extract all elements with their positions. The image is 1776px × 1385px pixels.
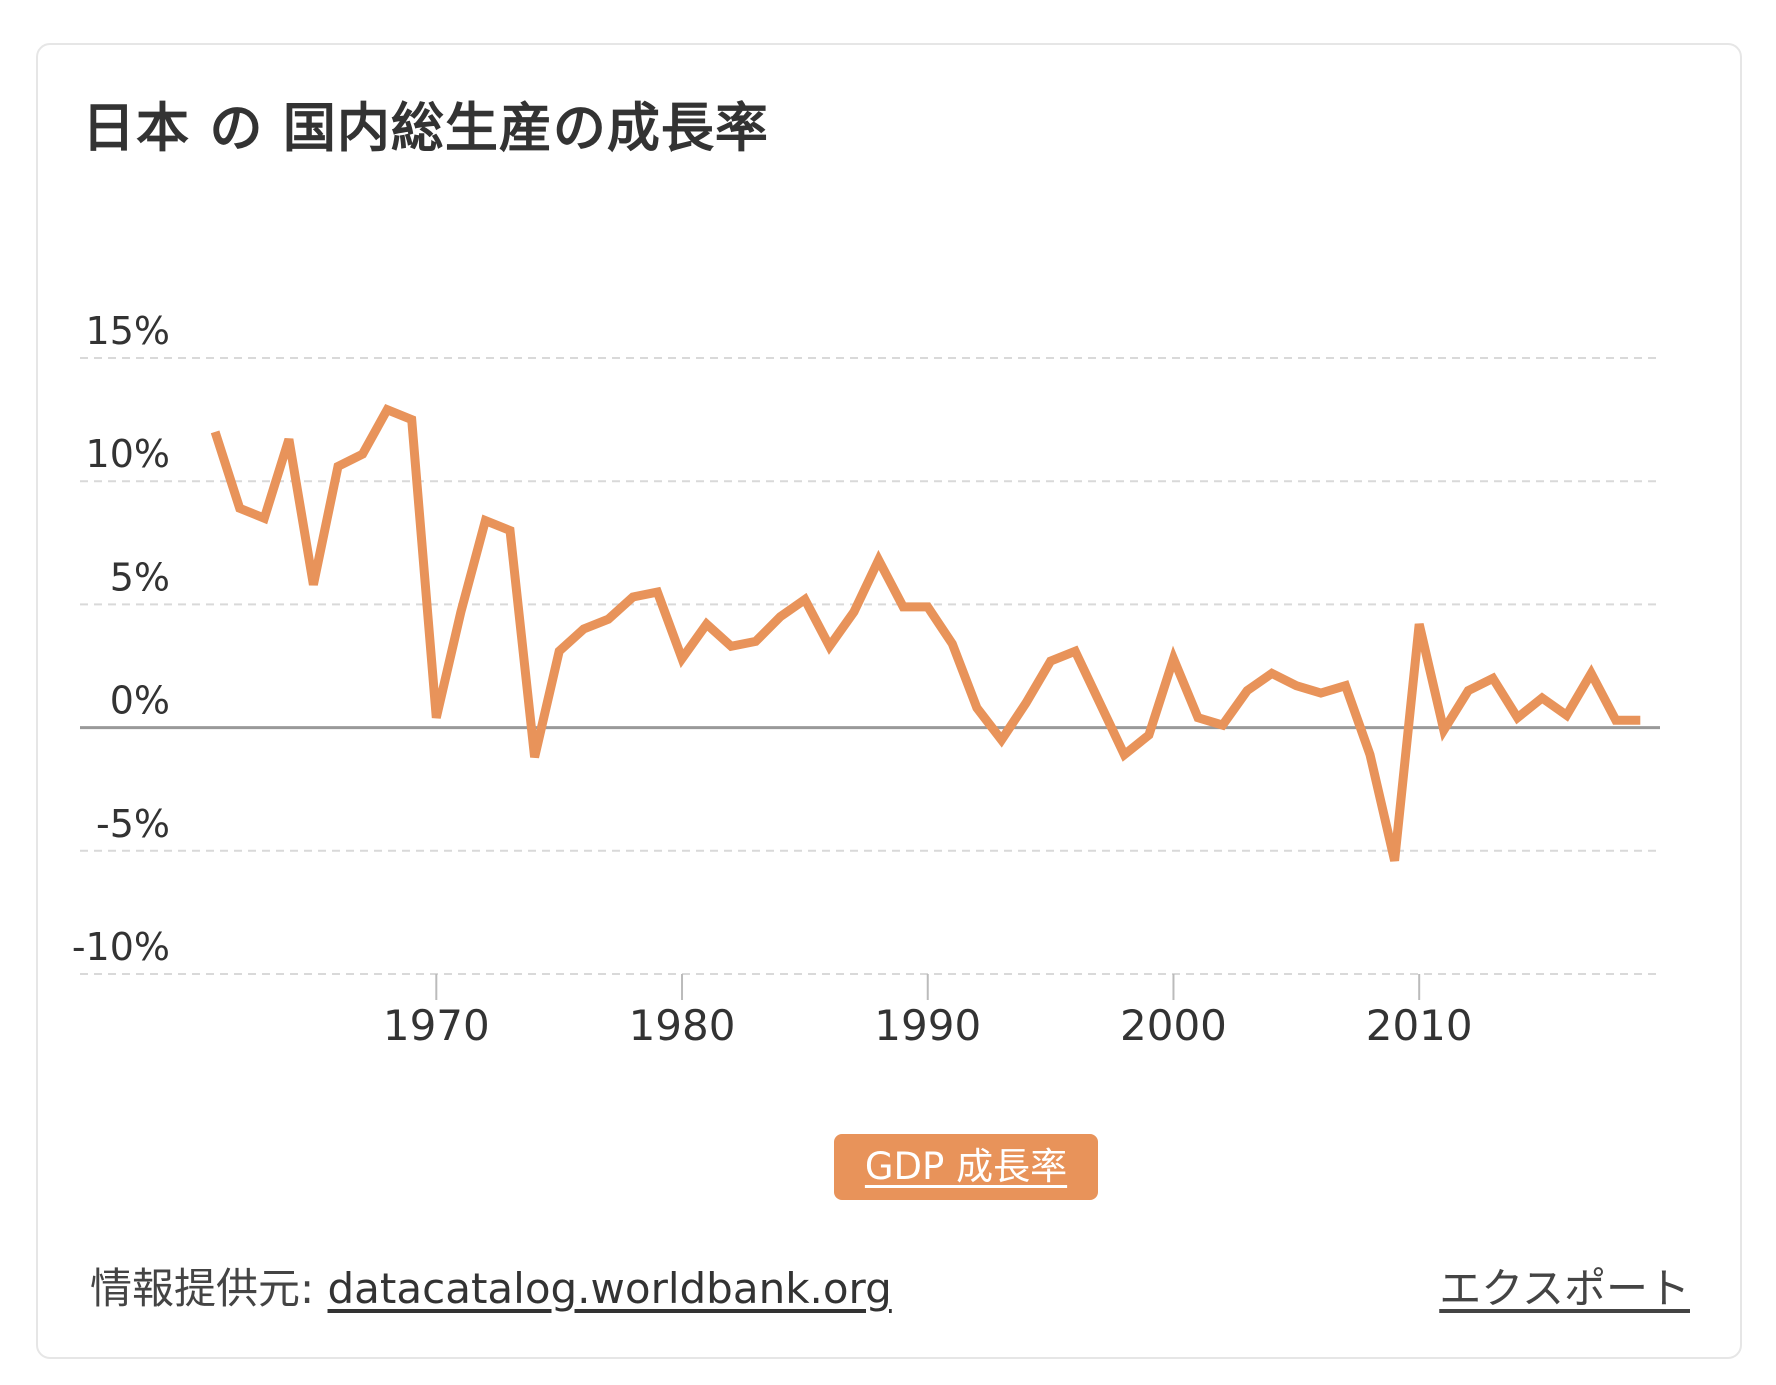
data-point[interactable] [479,515,491,527]
data-point[interactable] [1536,692,1548,704]
data-point[interactable] [725,640,737,652]
data-point[interactable] [1438,724,1450,736]
data-point[interactable] [578,623,590,635]
data-point[interactable] [283,433,295,445]
data-point[interactable] [627,591,639,603]
series-line-gdp-growth [210,404,1641,862]
data-point[interactable] [1315,687,1327,699]
data-point[interactable] [1143,729,1155,741]
data-point[interactable] [602,613,614,625]
data-point[interactable] [1487,672,1499,684]
data-point[interactable] [1389,855,1401,867]
data-point[interactable] [1094,697,1106,709]
data-point[interactable] [848,606,860,618]
data-point[interactable] [750,635,762,647]
source-link[interactable]: datacatalog.worldbank.org [327,1264,892,1313]
data-point[interactable] [701,618,713,630]
data-point[interactable] [1266,667,1278,679]
data-point[interactable] [1217,719,1229,731]
data-point[interactable] [258,512,270,524]
data-point[interactable] [553,645,565,657]
chart-title: 日本 の 国内総生産の成長率 [82,98,769,159]
data-point[interactable] [1462,685,1474,697]
x-tick-label: 1970 [383,1001,490,1050]
x-tick-label: 1990 [874,1001,981,1050]
data-point[interactable] [1167,653,1179,665]
x-tick-label: 2010 [1366,1001,1473,1050]
data-point[interactable] [774,611,786,623]
legend-gdp-growth-button[interactable]: GDP 成長率 [834,1134,1098,1200]
data-point[interactable] [357,448,369,460]
data-point[interactable] [209,426,221,438]
data-point[interactable] [1511,712,1523,724]
data-point[interactable] [897,601,909,613]
source-label: 情報提供元: [90,1264,328,1313]
data-point[interactable] [307,579,319,591]
data-point[interactable] [504,524,516,536]
data-point[interactable] [1069,645,1081,657]
data-point[interactable] [234,502,246,514]
x-tick-label: 2000 [1120,1001,1227,1050]
data-point[interactable] [1339,680,1351,692]
data-point[interactable] [1192,712,1204,724]
data-point[interactable] [381,404,393,416]
data-point[interactable] [651,586,663,598]
data-point[interactable] [1634,714,1646,726]
data-point[interactable] [1118,749,1130,761]
data-point[interactable] [1610,714,1622,726]
data-point[interactable] [1290,680,1302,692]
data-point[interactable] [873,554,885,566]
data-point[interactable] [1364,749,1376,761]
x-tick-label: 1980 [629,1001,736,1050]
source-attribution: 情報提供元: datacatalog.worldbank.org [90,1255,892,1316]
y-tick-label: -10% [72,925,170,969]
y-tick-label: -5% [96,802,170,846]
y-tick-label: 10% [86,432,170,476]
export-link[interactable]: エクスポート [1439,1264,1690,1313]
data-point[interactable] [1241,685,1253,697]
data-point[interactable] [1020,697,1032,709]
data-point[interactable] [922,601,934,613]
data-point[interactable] [529,751,541,763]
data-point[interactable] [406,414,418,426]
data-point[interactable] [971,702,983,714]
data-point[interactable] [1585,667,1597,679]
data-point[interactable] [455,606,467,618]
data-point[interactable] [1413,618,1425,630]
data-point[interactable] [430,712,442,724]
y-tick-label: 0% [110,679,170,723]
data-point[interactable] [823,640,835,652]
data-point[interactable] [946,638,958,650]
y-tick-label: 5% [110,555,170,599]
data-point[interactable] [1045,655,1057,667]
data-point[interactable] [995,734,1007,746]
y-tick-label: 15% [86,309,170,353]
data-point[interactable] [799,593,811,605]
data-point[interactable] [332,460,344,472]
data-point[interactable] [676,653,688,665]
data-point[interactable] [1561,709,1573,721]
